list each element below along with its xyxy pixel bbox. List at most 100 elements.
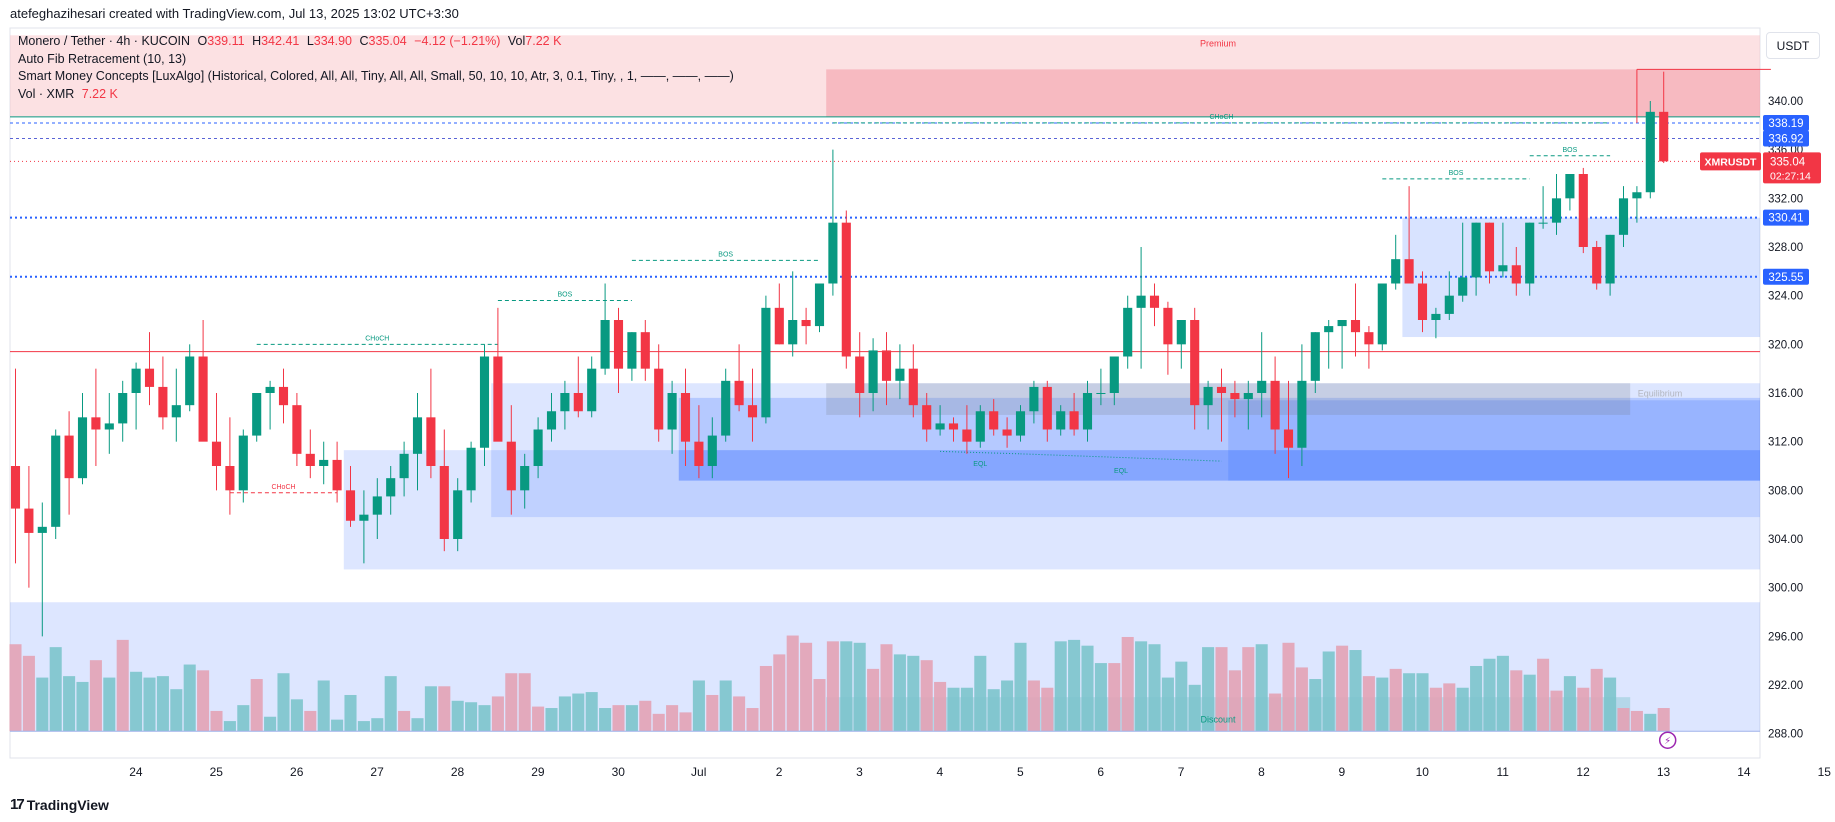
candle-body[interactable]	[104, 423, 114, 430]
candle-body[interactable]	[439, 466, 449, 539]
candle-body[interactable]	[1377, 283, 1387, 345]
volume-indicator-row[interactable]: Vol · XMR 7.22 K	[18, 86, 734, 104]
candle-body[interactable]	[774, 307, 784, 345]
candle-body[interactable]	[278, 386, 289, 406]
candle-body[interactable]	[1163, 307, 1173, 345]
candle-body[interactable]	[1190, 320, 1200, 406]
candle-body[interactable]	[721, 380, 731, 436]
candle-body[interactable]	[412, 417, 423, 454]
candle-body[interactable]	[1243, 393, 1253, 400]
candle-body[interactable]	[694, 441, 704, 466]
lightning-marker-icon[interactable]	[1658, 731, 1677, 749]
candle-body[interactable]	[640, 332, 650, 369]
candle-body[interactable]	[386, 478, 396, 497]
candle-body[interactable]	[1364, 332, 1374, 345]
candle-body[interactable]	[479, 356, 490, 448]
candle-body[interactable]	[1391, 259, 1401, 284]
candle-body[interactable]	[533, 429, 543, 467]
candle-body[interactable]	[935, 423, 945, 430]
candle-body[interactable]	[225, 466, 235, 491]
candle-body[interactable]	[1592, 247, 1602, 284]
candle-body[interactable]	[1123, 307, 1133, 357]
candle-body[interactable]	[1096, 393, 1106, 394]
candle-body[interactable]	[1417, 283, 1428, 321]
candle-body[interactable]	[975, 411, 985, 442]
candle-body[interactable]	[118, 393, 128, 424]
candle-body[interactable]	[1015, 411, 1026, 436]
candle-body[interactable]	[345, 490, 356, 521]
fib-indicator-row[interactable]: Auto Fib Retracement (10, 13)	[18, 51, 187, 66]
candle-body[interactable]	[1538, 222, 1548, 224]
candle-body[interactable]	[1645, 111, 1655, 193]
candle-body[interactable]	[1659, 111, 1669, 162]
candle-body[interactable]	[747, 405, 758, 418]
candle-body[interactable]	[359, 514, 369, 521]
candle-body[interactable]	[814, 283, 825, 327]
symbol-legend-row[interactable]: Monero / Tether · 4h · KUCOIN O339.11 H3…	[18, 33, 734, 51]
candle-body[interactable]	[1525, 222, 1535, 284]
candle-body[interactable]	[1578, 174, 1588, 247]
candle-body[interactable]	[1136, 295, 1146, 308]
candle-body[interactable]	[922, 405, 932, 430]
candle-body[interactable]	[788, 320, 798, 345]
candle-body[interactable]	[560, 393, 570, 412]
candle-body[interactable]	[546, 411, 557, 430]
candle-body[interactable]	[654, 368, 664, 430]
candle-body[interactable]	[292, 405, 302, 454]
candle-body[interactable]	[1297, 380, 1307, 448]
candle-body[interactable]	[171, 405, 181, 418]
candle-body[interactable]	[613, 320, 624, 369]
candle-body[interactable]	[426, 417, 436, 466]
candle-body[interactable]	[667, 393, 677, 430]
candle-body[interactable]	[1511, 265, 1521, 284]
candle-body[interactable]	[1632, 192, 1642, 199]
candle-body[interactable]	[801, 320, 811, 327]
candle-body[interactable]	[1257, 380, 1267, 393]
candle-body[interactable]	[158, 386, 168, 418]
candle-body[interactable]	[1565, 174, 1575, 199]
symbol-name[interactable]: Monero / Tether · 4h · KUCOIN	[18, 34, 191, 48]
candle-body[interactable]	[600, 320, 610, 369]
candle-body[interactable]	[466, 447, 476, 491]
smc-indicator-row[interactable]: Smart Money Concepts [LuxAlgo] (Historic…	[18, 69, 734, 83]
candle-body[interactable]	[1458, 277, 1468, 296]
candle-body[interactable]	[493, 356, 503, 442]
candle-body[interactable]	[1042, 386, 1052, 430]
candle-body[interactable]	[1082, 393, 1093, 430]
candle-body[interactable]	[1230, 393, 1240, 400]
candle-body[interactable]	[1484, 222, 1495, 272]
candle-body[interactable]	[962, 429, 972, 442]
candle-body[interactable]	[1310, 332, 1320, 381]
candle-body[interactable]	[1069, 411, 1079, 430]
candle-body[interactable]	[185, 356, 195, 406]
candle-body[interactable]	[37, 526, 47, 533]
candle-body[interactable]	[1109, 356, 1119, 394]
candle-body[interactable]	[1551, 198, 1562, 223]
candle-body[interactable]	[1324, 326, 1334, 333]
candle-body[interactable]	[1176, 320, 1186, 345]
candle-body[interactable]	[1002, 429, 1012, 436]
candle-body[interactable]	[1498, 265, 1508, 272]
candle-body[interactable]	[573, 393, 583, 412]
candle-body[interactable]	[1056, 411, 1066, 430]
candle-body[interactable]	[198, 356, 208, 442]
candle-body[interactable]	[828, 222, 838, 284]
candle-body[interactable]	[1283, 429, 1294, 448]
candle-body[interactable]	[10, 466, 21, 509]
candle-body[interactable]	[131, 368, 141, 393]
candle-body[interactable]	[680, 393, 691, 442]
candle-body[interactable]	[881, 350, 892, 381]
candle-body[interactable]	[305, 453, 315, 466]
candle-body[interactable]	[1270, 380, 1280, 430]
candle-body[interactable]	[51, 435, 61, 527]
candle-body[interactable]	[520, 466, 530, 491]
candle-body[interactable]	[252, 393, 262, 436]
candle-body[interactable]	[77, 417, 88, 479]
candle-body[interactable]	[1444, 295, 1454, 314]
candle-body[interactable]	[24, 508, 34, 533]
tradingview-footer[interactable]: 17 TradingView	[10, 796, 109, 813]
candle-body[interactable]	[506, 441, 516, 491]
candle-body[interactable]	[1471, 222, 1481, 278]
currency-button[interactable]: USDT	[1766, 32, 1820, 59]
